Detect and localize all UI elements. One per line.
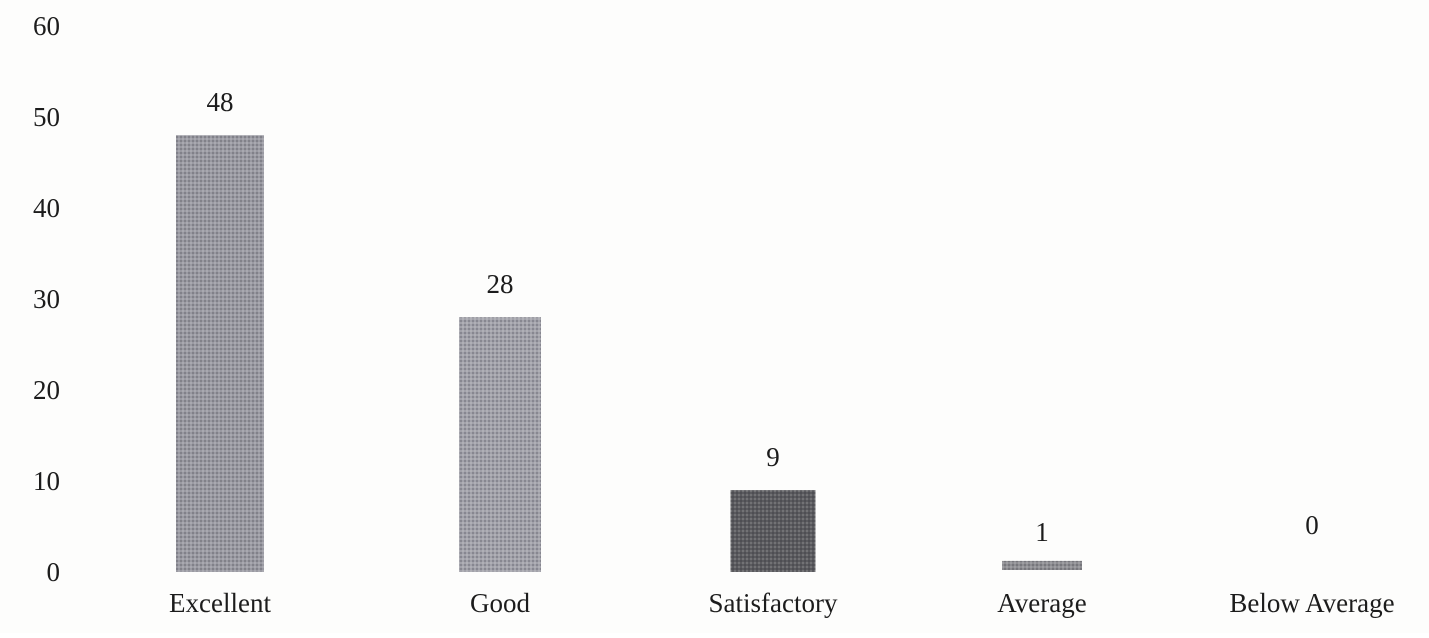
data-label: 9	[766, 442, 780, 472]
y-tick-label: 60	[33, 11, 60, 41]
x-tick-label: Average	[997, 588, 1086, 618]
x-tick-label: Satisfactory	[709, 588, 838, 618]
y-tick-label: 30	[33, 284, 60, 314]
bar-texture	[176, 135, 264, 572]
data-label: 0	[1305, 510, 1319, 540]
data-label: 1	[1035, 517, 1049, 547]
y-tick-label: 50	[33, 102, 60, 132]
x-tick-label: Excellent	[169, 588, 271, 618]
bar-texture	[730, 490, 816, 572]
x-tick-label: Below Average	[1229, 588, 1394, 618]
data-label: 48	[207, 87, 234, 117]
bars-group	[176, 135, 1082, 572]
bar-texture	[1002, 560, 1082, 570]
data-label: 28	[487, 269, 514, 299]
y-tick-label: 10	[33, 466, 60, 496]
bar-texture	[459, 317, 541, 572]
x-tick-label: Good	[470, 588, 530, 618]
data-labels-group: 48 28 9 1 0	[207, 87, 1319, 547]
y-tick-label: 20	[33, 375, 60, 405]
y-tick-label: 40	[33, 193, 60, 223]
y-axis: 0 10 20 30 40 50 60	[33, 11, 60, 587]
y-tick-label: 0	[47, 557, 61, 587]
x-axis: Excellent Good Satisfactory Average Below Av…	[169, 588, 1395, 618]
